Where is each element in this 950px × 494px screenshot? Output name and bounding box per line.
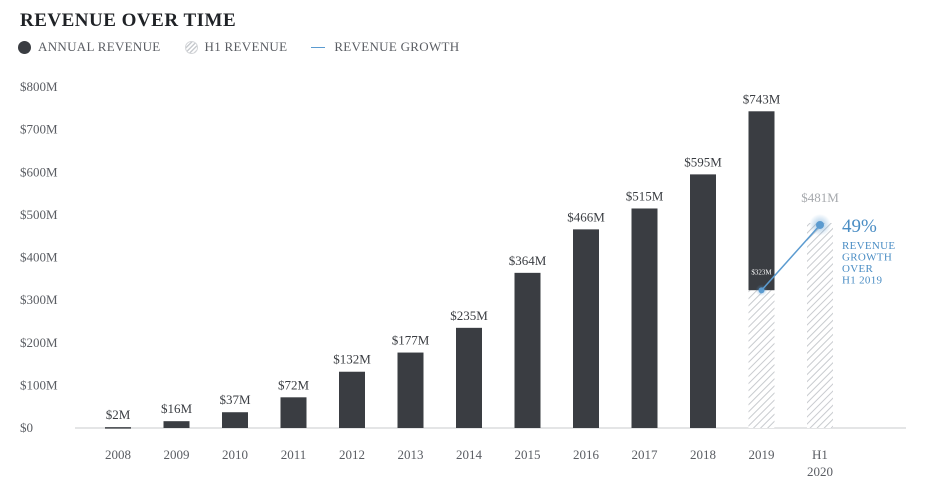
growth-annotation-line: H1 2019 bbox=[842, 274, 882, 286]
growth-annotation-line: GROWTH bbox=[842, 251, 892, 263]
data-label-annual: $37M bbox=[219, 392, 251, 407]
x-tick-label: 2017 bbox=[632, 447, 659, 462]
data-label-annual: $595M bbox=[684, 154, 722, 169]
bar-h1 bbox=[807, 222, 833, 428]
data-label-annual: $364M bbox=[509, 253, 547, 268]
y-tick-label: $600M bbox=[20, 164, 58, 179]
growth-percent-label: 49% bbox=[842, 216, 877, 237]
x-tick-label: 2016 bbox=[573, 447, 600, 462]
bar-annual bbox=[748, 111, 775, 291]
x-tick-label: 2011 bbox=[281, 447, 307, 462]
legend-item-annual: ANNUAL REVENUE bbox=[18, 39, 161, 55]
data-label-annual: $132M bbox=[333, 352, 371, 367]
legend-label-h1: H1 REVENUE bbox=[204, 39, 288, 54]
bar-annual bbox=[514, 272, 541, 428]
growth-annotation-line: OVER bbox=[842, 263, 874, 275]
bar-annual bbox=[163, 421, 190, 428]
data-label-annual: $177M bbox=[392, 333, 430, 348]
x-tick-label: 2018 bbox=[690, 447, 716, 462]
bar-h1 bbox=[748, 290, 775, 428]
legend-dot-icon bbox=[18, 40, 31, 54]
y-tick-label: $300M bbox=[20, 292, 58, 307]
bar-annual bbox=[397, 352, 424, 428]
y-tick-label: $100M bbox=[20, 377, 58, 392]
growth-line bbox=[760, 224, 821, 291]
bar-annual bbox=[280, 397, 307, 428]
x-tick-label: H1 bbox=[812, 447, 828, 462]
data-label-h1-small: $323M bbox=[751, 268, 772, 276]
bar-annual bbox=[339, 371, 365, 428]
x-tick-label: 2019 bbox=[749, 447, 775, 462]
x-tick-label: 2009 bbox=[164, 447, 190, 462]
y-tick-label: $400M bbox=[20, 250, 58, 265]
legend-label-growth: REVENUE GROWTH bbox=[334, 39, 460, 54]
bar-annual bbox=[222, 412, 248, 428]
y-tick-label: $200M bbox=[20, 335, 58, 350]
y-tick-label: $500M bbox=[20, 207, 58, 222]
growth-end-point bbox=[816, 220, 824, 229]
bar-annual bbox=[456, 327, 482, 428]
growth-annotation-line: REVENUE bbox=[842, 240, 895, 252]
bar-annual bbox=[573, 229, 599, 428]
x-tick-label: 2013 bbox=[398, 447, 424, 462]
growth-start-point bbox=[758, 287, 765, 294]
data-label-annual: $466M bbox=[567, 209, 605, 224]
x-tick-label: 2014 bbox=[456, 447, 483, 462]
legend-item-h1: H1 REVENUE bbox=[184, 39, 288, 55]
chart-title: REVENUE OVER TIME bbox=[20, 10, 237, 31]
legend-line-icon bbox=[311, 46, 326, 48]
y-tick-label: $700M bbox=[20, 122, 58, 137]
x-tick-label: 2008 bbox=[105, 447, 131, 462]
bar-annual bbox=[105, 427, 131, 429]
x-tick-label: 2015 bbox=[515, 447, 541, 462]
data-label-annual: $515M bbox=[626, 188, 664, 203]
x-tick-label: 2010 bbox=[222, 447, 248, 462]
legend: ANNUAL REVENUE H1 REVENUE REVENUE GROWTH bbox=[18, 39, 483, 55]
data-label-annual: $2M bbox=[106, 407, 131, 422]
legend-item-growth: REVENUE GROWTH bbox=[311, 39, 459, 55]
data-label-annual: $16M bbox=[161, 401, 193, 416]
legend-hatch-icon bbox=[184, 40, 198, 54]
data-label-annual: $743M bbox=[743, 91, 781, 106]
x-tick-label: 2020 bbox=[807, 464, 833, 479]
bar-annual bbox=[690, 174, 716, 428]
bar-annual bbox=[631, 208, 658, 428]
x-tick-label: 2012 bbox=[339, 447, 365, 462]
data-label-annual: $235M bbox=[450, 308, 488, 323]
data-label-h1: $481M bbox=[801, 190, 839, 205]
legend-label-annual: ANNUAL REVENUE bbox=[38, 39, 161, 54]
y-tick-label: $800M bbox=[20, 79, 58, 94]
data-label-annual: $72M bbox=[278, 377, 310, 392]
y-tick-label: $0 bbox=[20, 420, 33, 435]
